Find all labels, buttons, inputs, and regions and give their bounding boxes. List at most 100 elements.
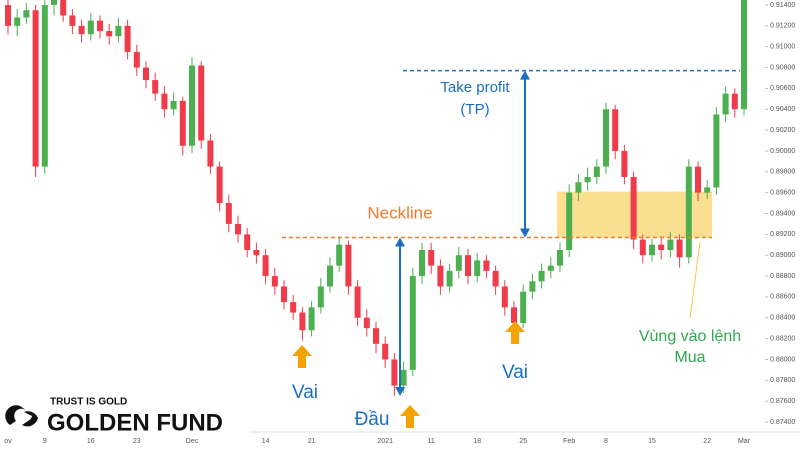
candle-body	[354, 286, 361, 318]
candle-body	[612, 109, 619, 151]
candle-body	[244, 234, 251, 250]
x-tick-label: 14	[262, 438, 270, 445]
candle-body	[336, 244, 343, 266]
candle-body	[465, 255, 471, 277]
candle-body	[51, 0, 57, 6]
candle-body	[373, 328, 379, 344]
x-tick-label: Feb	[563, 438, 575, 445]
x-tick-label: 2021	[377, 438, 393, 445]
candle-body	[483, 260, 490, 271]
head-label: Đầu	[355, 409, 390, 430]
x-tick-label: 11	[428, 438, 435, 445]
x-tick-label: 16	[87, 438, 95, 445]
candle-body	[327, 265, 333, 287]
candle-body	[262, 255, 269, 277]
candle-body	[308, 307, 315, 331]
candle-body	[281, 286, 287, 303]
candle-body	[253, 249, 260, 256]
y-tick-label: 0.90600	[770, 85, 795, 92]
candle-body	[317, 286, 324, 308]
candle-body	[271, 276, 278, 287]
candle-body	[593, 166, 600, 178]
candle-body	[547, 265, 554, 271]
candle-body	[667, 239, 674, 250]
y-tick-label: 0.88200	[770, 335, 795, 342]
x-tick-label: 15	[648, 438, 656, 445]
candle-body	[704, 187, 711, 193]
candle-body	[501, 286, 508, 308]
up-arrow	[292, 345, 312, 368]
candle-body	[290, 302, 297, 313]
candle-body	[557, 249, 563, 266]
shoulder-label: Vai	[502, 362, 528, 383]
logo-icon	[5, 405, 39, 427]
candle-body	[78, 25, 85, 35]
candle-body	[106, 31, 113, 37]
candle-body	[676, 239, 683, 258]
candle-body	[566, 192, 573, 250]
candle-body	[639, 239, 646, 256]
plot-area	[5, 0, 747, 396]
candle-body	[382, 343, 389, 360]
candle-body	[299, 312, 306, 331]
tp-label: (TP)	[460, 101, 489, 118]
candle-body	[391, 359, 398, 386]
y-tick-label: 0.90000	[770, 148, 795, 155]
y-tick-label: 0.88600	[770, 294, 795, 301]
candle-body	[685, 166, 692, 258]
y-tick-label: 0.88000	[770, 356, 795, 363]
candle-body	[409, 276, 416, 370]
candle-body	[69, 15, 76, 26]
zone-pointer	[689, 241, 701, 319]
candle-body	[584, 177, 591, 183]
candle-body	[32, 10, 39, 167]
tp-label: Take profit	[440, 79, 510, 96]
candle-body	[400, 369, 407, 386]
candle-body	[198, 65, 205, 141]
candle-body	[722, 93, 729, 115]
candle-body	[731, 93, 738, 110]
x-tick-label: 18	[473, 438, 481, 445]
candle-body	[97, 20, 103, 32]
candle-body	[179, 100, 186, 146]
candle-body	[446, 270, 453, 287]
y-tick-label: 0.89000	[770, 252, 795, 259]
x-tick-label: 22	[703, 438, 711, 445]
annotations: Take profit (TP) Neckline Vai Đầu Vai Vù…	[292, 70, 741, 430]
candle-body	[115, 25, 122, 37]
tp-arrow-head	[520, 228, 530, 238]
x-tick-label: 23	[133, 438, 141, 445]
y-tick-label: 0.88400	[770, 315, 795, 322]
candle-body	[741, 0, 747, 110]
logo-name: GOLDEN FUND	[47, 409, 223, 436]
y-tick-label: 0.91000	[770, 44, 795, 51]
y-tick-label: 0.91200	[770, 23, 795, 30]
candle-body	[189, 65, 195, 146]
candle-body	[216, 166, 223, 204]
candle-body	[455, 255, 462, 271]
y-tick-label: 0.89600	[770, 189, 795, 196]
head-arrow-head	[395, 386, 405, 396]
candle-body	[658, 244, 665, 250]
logo: TRUST IS GOLD GOLDEN FUND	[0, 388, 250, 438]
shoulder-label: Vai	[292, 382, 318, 403]
candle-body	[419, 249, 425, 277]
candle-body	[152, 80, 159, 94]
x-tick-label: ov	[4, 438, 12, 445]
candle-body	[575, 182, 582, 193]
candle-body	[538, 270, 545, 282]
x-tick-label: Mar	[738, 438, 751, 445]
up-arrow	[400, 405, 420, 428]
zone-label: Mua	[674, 349, 705, 366]
candle-body	[695, 166, 701, 193]
y-tick-label: 0.89200	[770, 231, 795, 238]
candle-body	[225, 203, 232, 224]
up-arrow	[505, 321, 525, 344]
candle-body	[630, 177, 637, 240]
candle-body	[41, 5, 48, 167]
candle-body	[60, 0, 67, 16]
zone-label: Vùng vào lệnh	[639, 328, 741, 345]
candle-body	[170, 100, 177, 110]
candle-body	[520, 291, 527, 323]
candle-body	[5, 5, 11, 26]
